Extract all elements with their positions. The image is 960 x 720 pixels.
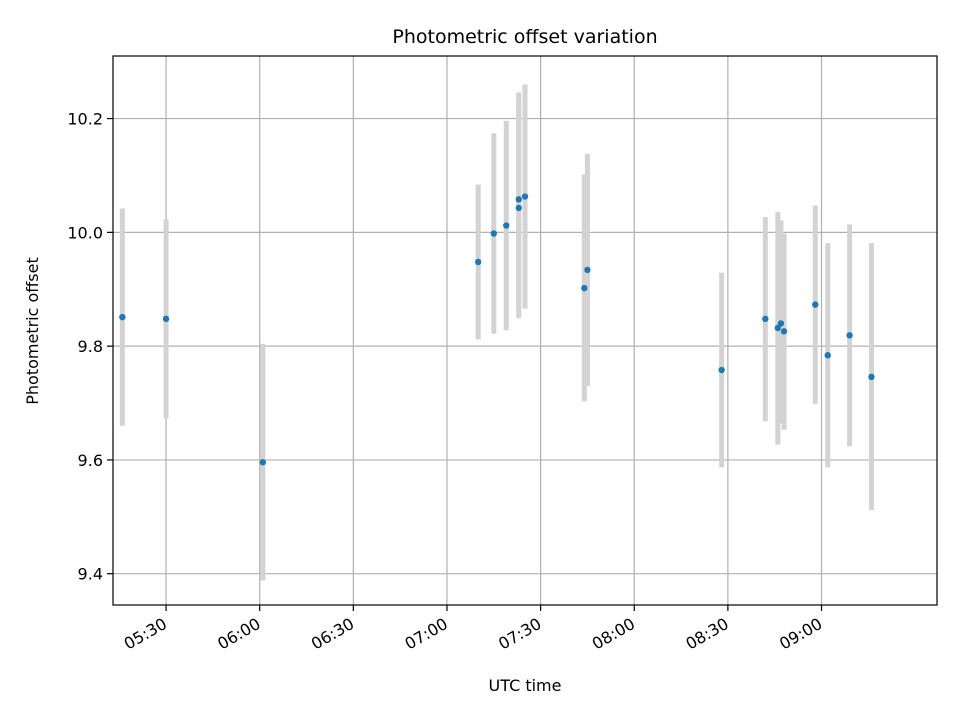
data-point: [846, 332, 853, 339]
data-point: [162, 315, 170, 323]
y-tick-label: 9.8: [78, 337, 103, 356]
data-point: [515, 196, 522, 203]
chart-title: Photometric offset variation: [392, 26, 657, 48]
data-point: [119, 313, 126, 321]
y-tick-label: 9.6: [78, 451, 103, 470]
y-tick-label: 10.2: [67, 110, 103, 129]
data-point: [762, 315, 769, 323]
y-tick-label: 10.0: [67, 223, 103, 242]
data-point: [490, 230, 497, 237]
data-points: [119, 193, 875, 466]
data-point: [774, 324, 782, 332]
data-point: [515, 204, 522, 212]
data-point: [581, 284, 588, 292]
y-axis-ticks: 9.4 9.6 9.8 10.0 10.2: [67, 110, 113, 584]
data-point: [868, 373, 875, 381]
data-point: [824, 352, 831, 359]
data-point: [474, 258, 482, 266]
data-point: [259, 459, 267, 466]
x-axis-label: UTC time: [489, 676, 562, 695]
data-point: [780, 328, 788, 335]
data-point: [777, 320, 785, 327]
data-point: [812, 301, 819, 308]
data-point: [503, 222, 510, 229]
y-tick-label: 9.4: [78, 565, 103, 584]
data-point: [718, 366, 725, 374]
y-axis-label: Photometric offset: [23, 257, 42, 405]
data-point: [584, 266, 591, 274]
plot-frame: [112, 55, 938, 606]
grid: [113, 56, 937, 605]
data-point: [521, 193, 529, 200]
